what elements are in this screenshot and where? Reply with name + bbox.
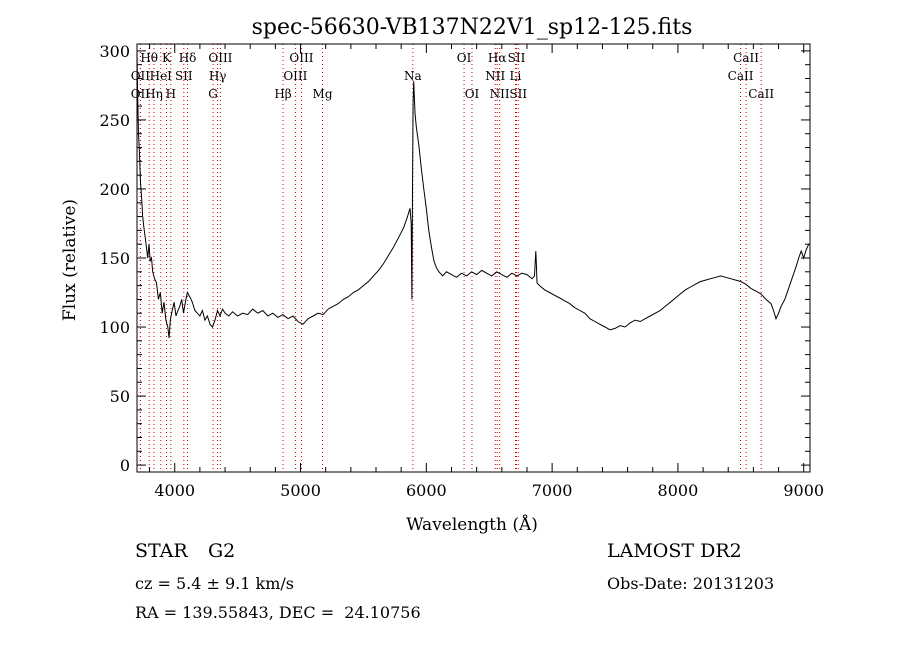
plot-frame	[136, 43, 811, 473]
line-label-3: K	[162, 51, 172, 65]
line-marker-labels: Hθ OII OII K HeI Hη Hδ SII H OIII Hγ G OIII OIII Hβ Mg N…	[131, 51, 775, 101]
object-subclass: G2	[208, 540, 236, 562]
y-tick-label-250: 250	[99, 111, 130, 130]
line-label-24: SII	[509, 87, 527, 101]
line-label-10: Hγ	[209, 69, 227, 83]
line-label-6: Hδ	[179, 51, 197, 65]
line-label-23: Li	[509, 69, 521, 83]
line-label-25: CaII	[733, 51, 759, 65]
x-axis-label: Wavelength (Å)	[406, 514, 538, 535]
line-label-22: SII	[508, 51, 526, 65]
y-tick-label-0: 0	[120, 456, 130, 475]
line-label-11: G	[208, 87, 218, 101]
line-label-7: SII	[175, 69, 193, 83]
survey-name: LAMOST DR2	[607, 540, 742, 562]
line-label-27: CaII	[748, 87, 774, 101]
line-label-20: NII	[485, 69, 505, 83]
x-tick-label-8000: 8000	[658, 481, 699, 500]
line-label-9: OIII	[208, 51, 232, 65]
line-label-19: Hα	[488, 51, 507, 65]
line-label-5: Hη	[145, 87, 163, 101]
x-tick-label-5000: 5000	[280, 481, 321, 500]
object-class: STAR	[135, 540, 188, 562]
chart-title: spec-56630-VB137N22V1_sp12-125.fits	[252, 15, 693, 40]
redshift-cz: cz = 5.4 ± 9.1 km/s	[135, 574, 294, 593]
coordinates: RA = 139.55843, DEC = 24.10756	[135, 603, 421, 622]
line-markers	[139, 44, 762, 472]
line-label-8: H	[166, 87, 176, 101]
y-axis-label: Flux (relative)	[60, 199, 80, 321]
line-label-17: OI	[457, 51, 472, 65]
line-label-0: Hθ	[140, 51, 158, 65]
y-axis: 0 50 100 150 200 250 300	[99, 42, 810, 475]
observation-date: Obs-Date: 20131203	[607, 574, 775, 593]
line-label-2: OII	[131, 87, 151, 101]
y-tick-label-150: 150	[99, 249, 130, 268]
spectrum-line	[136, 50, 810, 339]
x-tick-label-6000: 6000	[406, 481, 447, 500]
line-label-1: OII	[131, 69, 151, 83]
line-label-13: OIII	[283, 69, 307, 83]
x-tick-label-7000: 7000	[532, 481, 573, 500]
line-label-16: Na	[404, 69, 422, 83]
line-label-4: HeI	[150, 69, 173, 83]
line-label-18: OI	[465, 87, 480, 101]
y-tick-label-50: 50	[110, 387, 130, 406]
line-label-14: Hβ	[274, 87, 291, 101]
line-label-12: OIII	[289, 51, 313, 65]
y-tick-label-100: 100	[99, 318, 130, 337]
y-tick-label-300: 300	[99, 42, 130, 61]
x-tick-label-9000: 9000	[783, 481, 824, 500]
y-tick-label-200: 200	[99, 180, 130, 199]
x-axis: 4000 5000 6000 7000 8000 9000	[149, 44, 824, 500]
x-tick-label-4000: 4000	[154, 481, 195, 500]
line-label-15: Mg	[313, 87, 333, 101]
line-label-26: CaII	[728, 69, 754, 83]
line-label-21: NII	[490, 87, 510, 101]
